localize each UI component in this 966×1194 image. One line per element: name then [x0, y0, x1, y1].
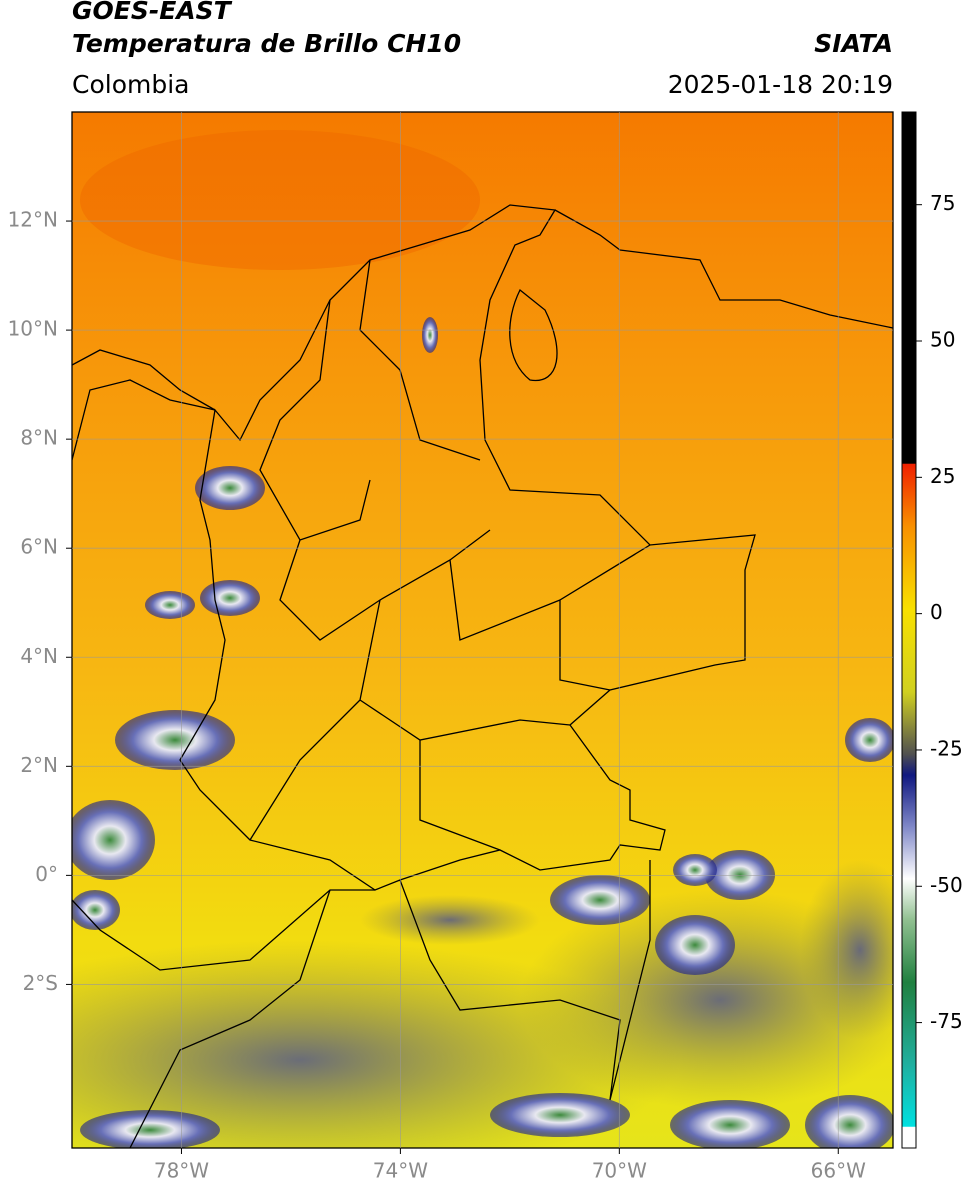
- colorbar-tick-label: 0: [930, 600, 943, 624]
- title: GOES-EAST: [72, 0, 233, 25]
- y-tick-label: 10°N: [8, 317, 58, 341]
- y-tick-label: 4°N: [20, 644, 58, 668]
- colorbar-tick-label: -50: [930, 873, 963, 897]
- colorbar-tick-label: 50: [930, 328, 955, 352]
- datetime: 2025-01-18 20:19: [668, 70, 893, 99]
- source: SIATA: [814, 29, 893, 58]
- colorbar-tick-label: -75: [930, 1009, 963, 1033]
- colorbar-tick-label: 75: [930, 191, 955, 215]
- colorbar-tick-label: 25: [930, 464, 955, 488]
- x-tick-label: 74°W: [373, 1159, 428, 1183]
- subtitle: Temperatura de Brillo CH10: [72, 29, 461, 58]
- y-tick-label: 2°S: [23, 971, 58, 995]
- y-tick-label: 0°: [35, 862, 58, 886]
- map-frame: [71, 111, 894, 1149]
- y-tick-label: 12°N: [8, 208, 58, 232]
- colorbar-tick-label: -25: [930, 736, 963, 760]
- x-tick-label: 78°W: [154, 1159, 209, 1183]
- region: Colombia: [72, 70, 189, 99]
- y-tick-label: 2°N: [20, 753, 58, 777]
- x-tick-label: 70°W: [592, 1159, 647, 1183]
- x-tick-label: 66°W: [811, 1159, 866, 1183]
- y-tick-label: 8°N: [20, 426, 58, 450]
- colorbar: [901, 111, 917, 1149]
- y-tick-label: 6°N: [20, 535, 58, 559]
- map-image: [72, 112, 893, 1148]
